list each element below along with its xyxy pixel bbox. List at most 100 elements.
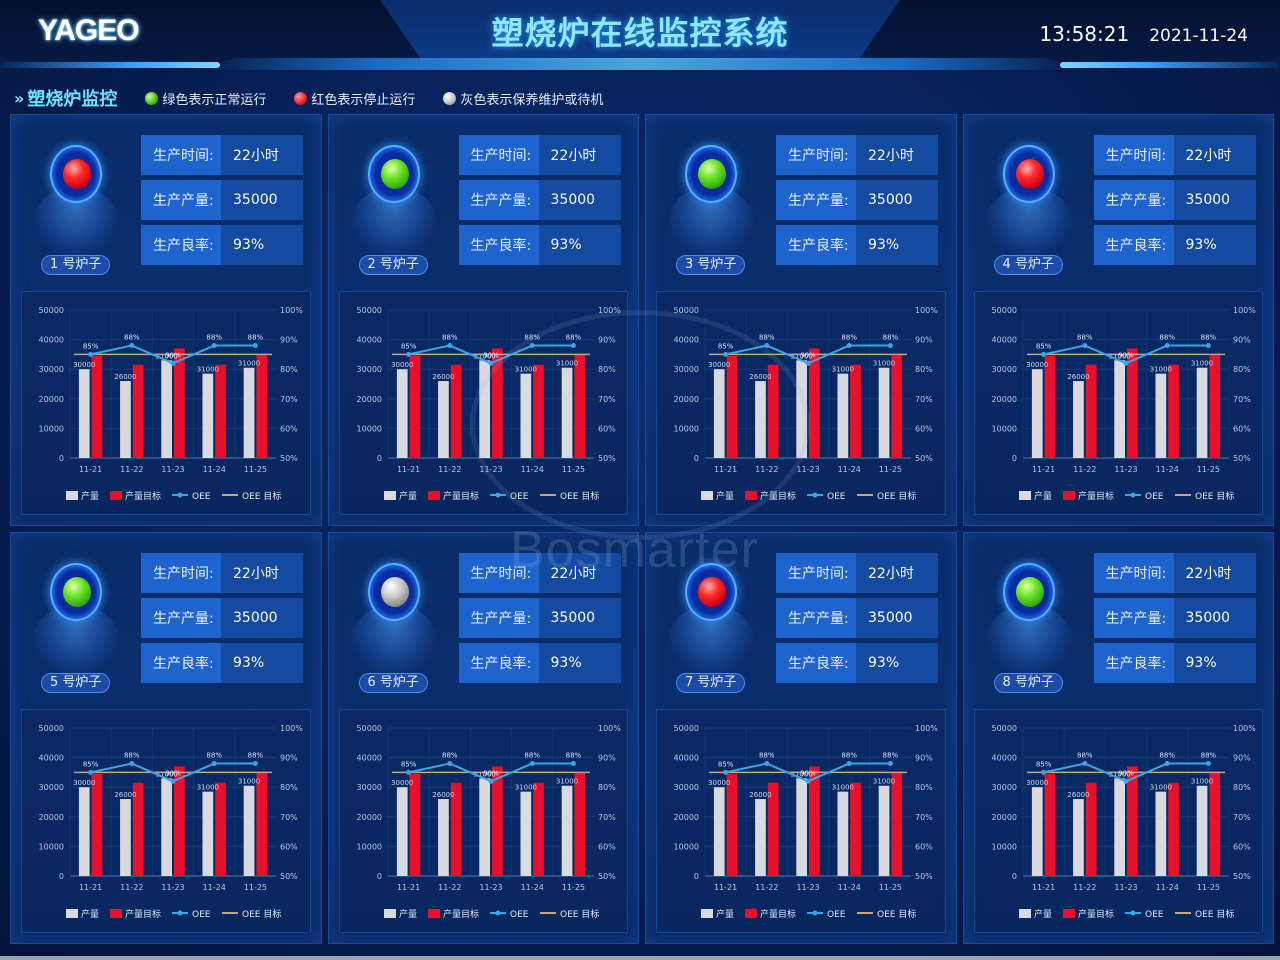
svg-text:50%: 50%: [280, 454, 298, 463]
production-chart: 0 10000 20000 30000 40000 50000 50% 60% 70% 80% 90…: [656, 291, 946, 515]
status-lamp-icon: [698, 577, 726, 607]
svg-text:88%: 88%: [759, 752, 775, 760]
svg-text:OEE: OEE: [192, 492, 211, 502]
svg-text:10000: 10000: [39, 842, 64, 851]
furnace-panel-3[interactable]: 3 号炉子 生产时间: 22小时 生产产量: 35000 生产良率: 93% 0…: [645, 114, 957, 526]
svg-text:40000: 40000: [356, 336, 381, 345]
furnace-panel-6[interactable]: 6 号炉子 生产时间: 22小时 生产产量: 35000 生产良率: 93% 0…: [327, 532, 639, 944]
stat-label: 生产时间:: [776, 553, 856, 593]
production-chart: 0 10000 20000 30000 40000 50000 50% 60% 70% 80% 90…: [973, 709, 1263, 933]
status-beacon: [985, 137, 1072, 257]
stat-value-output: 35000: [856, 180, 938, 220]
svg-text:100%: 100%: [915, 724, 938, 733]
svg-text:26000: 26000: [1067, 791, 1089, 799]
production-chart: 0 10000 20000 30000 40000 50000 50% 60% 70% 80% 90…: [973, 291, 1263, 515]
svg-text:31000: 31000: [1190, 778, 1212, 786]
svg-text:11-25: 11-25: [1196, 465, 1219, 474]
svg-text:50000: 50000: [39, 306, 64, 315]
stats-table: 生产时间: 22小时 生产产量: 35000 生产良率: 93%: [458, 135, 621, 270]
svg-text:30000: 30000: [1026, 361, 1048, 369]
svg-text:90%: 90%: [280, 754, 298, 763]
svg-text:88%: 88%: [524, 334, 540, 342]
svg-text:11-25: 11-25: [244, 883, 267, 892]
stat-label: 生产产量:: [1093, 180, 1174, 220]
svg-text:11-25: 11-25: [561, 465, 584, 474]
production-chart: 0 10000 20000 30000 40000 50000 50% 60% 70% 80% 90…: [656, 709, 946, 933]
svg-text:90%: 90%: [598, 754, 616, 763]
stat-label: 生产产量:: [458, 598, 539, 638]
svg-text:90%: 90%: [598, 336, 616, 345]
svg-text:40000: 40000: [674, 754, 699, 763]
svg-text:10000: 10000: [356, 842, 381, 851]
svg-text:40000: 40000: [39, 336, 64, 345]
status-beacon: [668, 555, 754, 675]
green-status-dot-icon: [145, 91, 159, 105]
furnace-panel-5[interactable]: 5 号炉子 生产时间: 22小时 生产产量: 35000 生产良率: 93% 0…: [10, 532, 322, 944]
furnace-panel-1[interactable]: 1 号炉子 生产时间: 22小时 生产产量: 35000 生产良率: 93% 0…: [10, 114, 322, 526]
svg-text:11-22: 11-22: [438, 883, 461, 892]
stat-label: 生产良率:: [1093, 225, 1174, 265]
svg-text:产量: 产量: [716, 908, 734, 920]
stat-row-yield: 生产良率: 93%: [776, 225, 938, 265]
svg-text:产量目标: 产量目标: [125, 490, 161, 502]
stat-value-output: 35000: [856, 598, 938, 638]
stat-label: 生产时间:: [458, 553, 539, 593]
svg-text:26000: 26000: [114, 791, 136, 799]
svg-text:11-21: 11-21: [396, 883, 419, 892]
stat-value-yield: 93%: [221, 225, 303, 265]
svg-text:20000: 20000: [39, 813, 64, 822]
svg-text:88%: 88%: [565, 752, 581, 760]
svg-text:20000: 20000: [991, 813, 1016, 822]
stats-table: 生产时间: 22小时 生产产量: 35000 生产良率: 93%: [776, 135, 938, 270]
stat-row-yield: 生产良率: 93%: [458, 643, 621, 683]
svg-text:31000: 31000: [1108, 770, 1130, 778]
svg-text:产量目标: 产量目标: [443, 908, 479, 920]
svg-text:50000: 50000: [39, 724, 64, 733]
stat-label: 生产产量:: [141, 180, 221, 220]
svg-text:30000: 30000: [73, 779, 95, 787]
stat-label: 生产良率:: [141, 225, 221, 265]
legend-gray: 灰色表示保养维护或待机: [443, 89, 603, 108]
header: YAGEO 塑烧炉在线监控系统 13:58:21 2021-11-24: [0, 0, 1280, 80]
svg-text:90%: 90%: [483, 351, 499, 359]
furnace-panel-8[interactable]: 8 号炉子 生产时间: 22小时 生产产量: 35000 生产良率: 93% 0…: [962, 532, 1274, 944]
stat-row-yield: 生产良率: 93%: [1093, 643, 1256, 683]
svg-text:30000: 30000: [39, 783, 64, 792]
svg-text:88%: 88%: [883, 752, 899, 760]
stat-label: 生产良率:: [1093, 643, 1174, 683]
svg-text:90%: 90%: [915, 754, 933, 763]
clock-time: 13:58:21: [1039, 22, 1130, 46]
header-title-plate: [380, 0, 900, 60]
svg-text:产量: 产量: [81, 908, 99, 920]
svg-text:11-24: 11-24: [1155, 883, 1178, 892]
svg-text:88%: 88%: [124, 752, 140, 760]
stat-row-output: 生产产量: 35000: [776, 598, 938, 638]
stat-label: 生产产量:: [776, 180, 856, 220]
svg-text:11-22: 11-22: [1073, 883, 1096, 892]
svg-text:70%: 70%: [598, 813, 616, 822]
svg-text:31000: 31000: [1190, 360, 1212, 368]
furnace-panel-4[interactable]: 4 号炉子 生产时间: 22小时 生产产量: 35000 生产良率: 93% 0…: [962, 114, 1274, 526]
stat-label: 生产时间:: [141, 135, 221, 175]
furnace-panel-2[interactable]: 2 号炉子 生产时间: 22小时 生产产量: 35000 生产良率: 93% 0…: [327, 114, 639, 526]
svg-text:80%: 80%: [280, 365, 298, 374]
svg-text:70%: 70%: [280, 395, 298, 404]
svg-text:31000: 31000: [238, 778, 260, 786]
stat-value-yield: 93%: [856, 225, 938, 265]
stat-row-time: 生产时间: 22小时: [1093, 135, 1256, 175]
svg-text:11-23: 11-23: [161, 883, 184, 892]
svg-text:50%: 50%: [915, 872, 933, 881]
furnace-name-tag: 8 号炉子: [993, 673, 1063, 693]
stat-label: 生产时间:: [776, 135, 856, 175]
status-beacon: [33, 555, 119, 675]
stats-table: 生产时间: 22小时 生产产量: 35000 生产良率: 93%: [1093, 135, 1256, 270]
svg-text:31000: 31000: [514, 784, 536, 792]
svg-text:OEE 目标: OEE 目标: [1195, 490, 1234, 502]
svg-text:50%: 50%: [280, 872, 298, 881]
stat-value-time: 22小时: [1173, 553, 1256, 593]
red-status-dot-icon: [294, 91, 308, 105]
svg-text:60%: 60%: [598, 842, 616, 851]
furnace-panel-7[interactable]: 7 号炉子 生产时间: 22小时 生产产量: 35000 生产良率: 93% 0…: [645, 532, 957, 944]
legend-green: 绿色表示正常运行: [145, 89, 266, 108]
